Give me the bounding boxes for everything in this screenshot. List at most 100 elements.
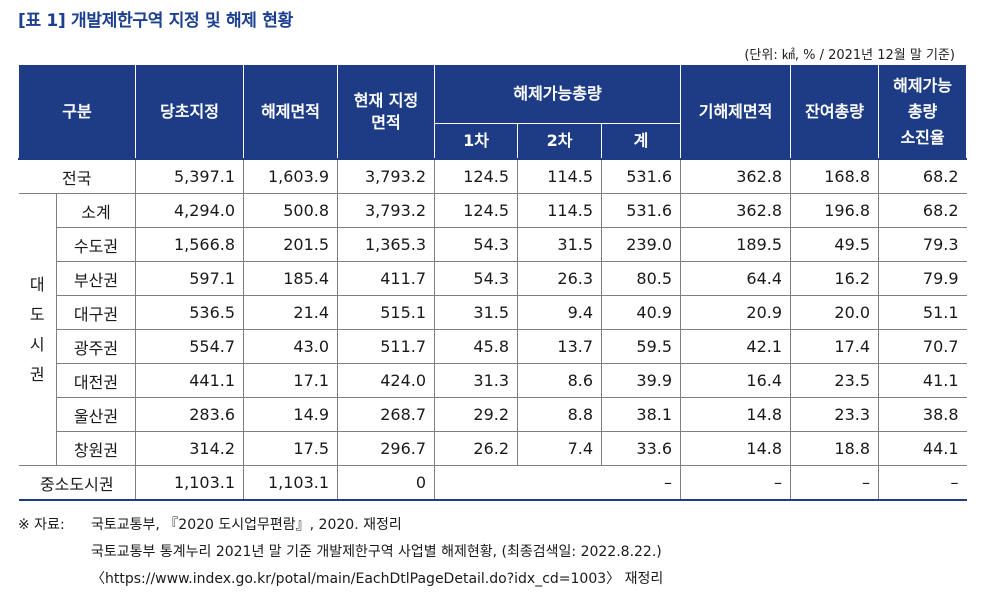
cell: 597.1 [135, 261, 245, 296]
table-row: 수도권 1,566.8 201.5 1,365.3 54.3 31.5 239.… [19, 227, 967, 262]
cell: 31.5 [434, 295, 519, 330]
source-note: ※ 자료: 국토교통부, 『2020 도시업무편람』, 2020. 재정리 국토교… [18, 512, 663, 593]
table-row: 창원권 314.2 17.5 296.7 26.2 7.4 33.6 14.8 … [19, 431, 967, 466]
header-initial: 당초지정 [135, 64, 245, 160]
cell: 16.2 [790, 261, 880, 296]
header-exhaust-rate: 해제가능 총량 소진율 [878, 64, 968, 160]
cell: 196.8 [790, 193, 880, 228]
cell: 14.8 [680, 397, 792, 432]
cell: 41.1 [878, 363, 967, 398]
cell: 1,365.3 [337, 227, 436, 262]
source-line-1: 국토교통부, 『2020 도시업무편람』, 2020. 재정리 [91, 517, 402, 533]
cell: 20.0 [790, 295, 880, 330]
cell: 29.2 [434, 397, 519, 432]
row-label: 광주권 [56, 329, 137, 364]
cell: 168.8 [790, 158, 880, 194]
cell: 68.2 [878, 193, 967, 228]
header-releasable-total: 해제가능총량 [434, 64, 682, 124]
data-table: 구분 당초지정 해제면적 현재 지정 면적 해제가능총량 기해제면적 잔여총량 … [17, 64, 968, 501]
cell: 239.0 [601, 227, 682, 262]
header-second: 2차 [517, 123, 603, 160]
source-line-3: 〈https://www.index.go.kr/potal/main/Each… [91, 571, 664, 587]
cell: 554.7 [135, 329, 245, 364]
cell: 39.9 [601, 363, 682, 398]
cell: 1,603.9 [243, 158, 339, 194]
cell: 26.2 [434, 431, 519, 466]
source-line-2: 국토교통부 통계누리 2021년 말 기준 개발제한구역 사업별 해제현황, (… [91, 544, 662, 560]
cell: – [878, 465, 967, 501]
cell: 9.4 [517, 295, 603, 330]
header-released-area: 해제면적 [243, 64, 339, 160]
table-row: 전국 5,397.1 1,603.9 3,793.2 124.5 114.5 5… [18, 158, 967, 194]
cell: 8.6 [517, 363, 603, 398]
cell: 40.9 [601, 295, 682, 330]
cell: 124.5 [434, 158, 519, 194]
cell: 3,793.2 [337, 193, 436, 228]
table-row: 울산권 283.6 14.9 268.7 29.2 8.8 38.1 14.8 … [19, 397, 967, 432]
cell: 20.9 [680, 295, 792, 330]
row-label: 대전권 [56, 363, 137, 398]
cell: – [790, 465, 880, 501]
cell: 43.0 [243, 329, 339, 364]
cell: 17.1 [243, 363, 339, 398]
cell: 362.8 [680, 193, 792, 228]
cell: 14.8 [680, 431, 792, 466]
cell: 5,397.1 [135, 158, 245, 194]
cell: 1,103.1 [243, 465, 339, 501]
table-row: 대 도 시 권 소계 4,294.0 500.8 3,793.2 124.5 1… [18, 193, 967, 466]
cell: 536.5 [135, 295, 245, 330]
cell: 18.8 [790, 431, 880, 466]
table-title: [표 1] 개발제한구역 지정 및 해제 현황 [18, 11, 293, 31]
cell: 114.5 [517, 193, 603, 228]
table-row: 대전권 441.1 17.1 424.0 31.3 8.6 39.9 16.4 … [19, 363, 967, 398]
cell: 31.3 [434, 363, 519, 398]
cell: 64.4 [680, 261, 792, 296]
cell: 59.5 [601, 329, 682, 364]
cell: 26.3 [517, 261, 603, 296]
table-row: 중소도시권 1,103.1 1,103.1 0 – – – – [18, 465, 967, 501]
cell: 17.5 [243, 431, 339, 466]
cell: 33.6 [601, 431, 682, 466]
cell: 124.5 [434, 193, 519, 228]
row-label: 부산권 [56, 261, 137, 296]
cell: 45.8 [434, 329, 519, 364]
cell: 1,103.1 [135, 465, 245, 501]
cell: 23.5 [790, 363, 880, 398]
cell: 511.7 [337, 329, 436, 364]
cell: – [680, 465, 792, 501]
cell: 49.5 [790, 227, 880, 262]
cell: 79.3 [878, 227, 967, 262]
cell: 0 [337, 465, 436, 501]
row-label: 수도권 [56, 227, 137, 262]
cell: 201.5 [243, 227, 339, 262]
cell: 411.7 [337, 261, 436, 296]
cell: 500.8 [243, 193, 339, 228]
cell: 8.8 [517, 397, 603, 432]
row-label: 울산권 [56, 397, 137, 432]
cell: 44.1 [878, 431, 967, 466]
cell: 13.7 [517, 329, 603, 364]
cell: 51.1 [878, 295, 967, 330]
cell: 68.2 [878, 158, 967, 194]
cell: 70.7 [878, 329, 967, 364]
cell: 114.5 [517, 158, 603, 194]
header-first: 1차 [434, 123, 519, 160]
cell: 1,566.8 [135, 227, 245, 262]
header-current: 현재 지정 면적 [337, 64, 436, 160]
cell: 38.1 [601, 397, 682, 432]
cell: 268.7 [337, 397, 436, 432]
unit-note: (단위: ㎢, % / 2021년 12월 말 기준) [744, 48, 955, 63]
table-row: 광주권 554.7 43.0 511.7 45.8 13.7 59.5 42.1… [19, 329, 967, 364]
cell: 362.8 [680, 158, 792, 194]
row-label: 창원권 [56, 431, 137, 466]
cell: 531.6 [601, 193, 682, 228]
cell: 54.3 [434, 227, 519, 262]
cell: 283.6 [135, 397, 245, 432]
header-category: 구분 [17, 64, 137, 160]
table-row: 부산권 597.1 185.4 411.7 54.3 26.3 80.5 64.… [19, 261, 967, 296]
cell: 531.6 [601, 158, 682, 194]
cell: 38.8 [878, 397, 967, 432]
table-row: 대구권 536.5 21.4 515.1 31.5 9.4 40.9 20.9 … [19, 295, 967, 330]
cell: 14.9 [243, 397, 339, 432]
cell: 4,294.0 [135, 193, 245, 228]
